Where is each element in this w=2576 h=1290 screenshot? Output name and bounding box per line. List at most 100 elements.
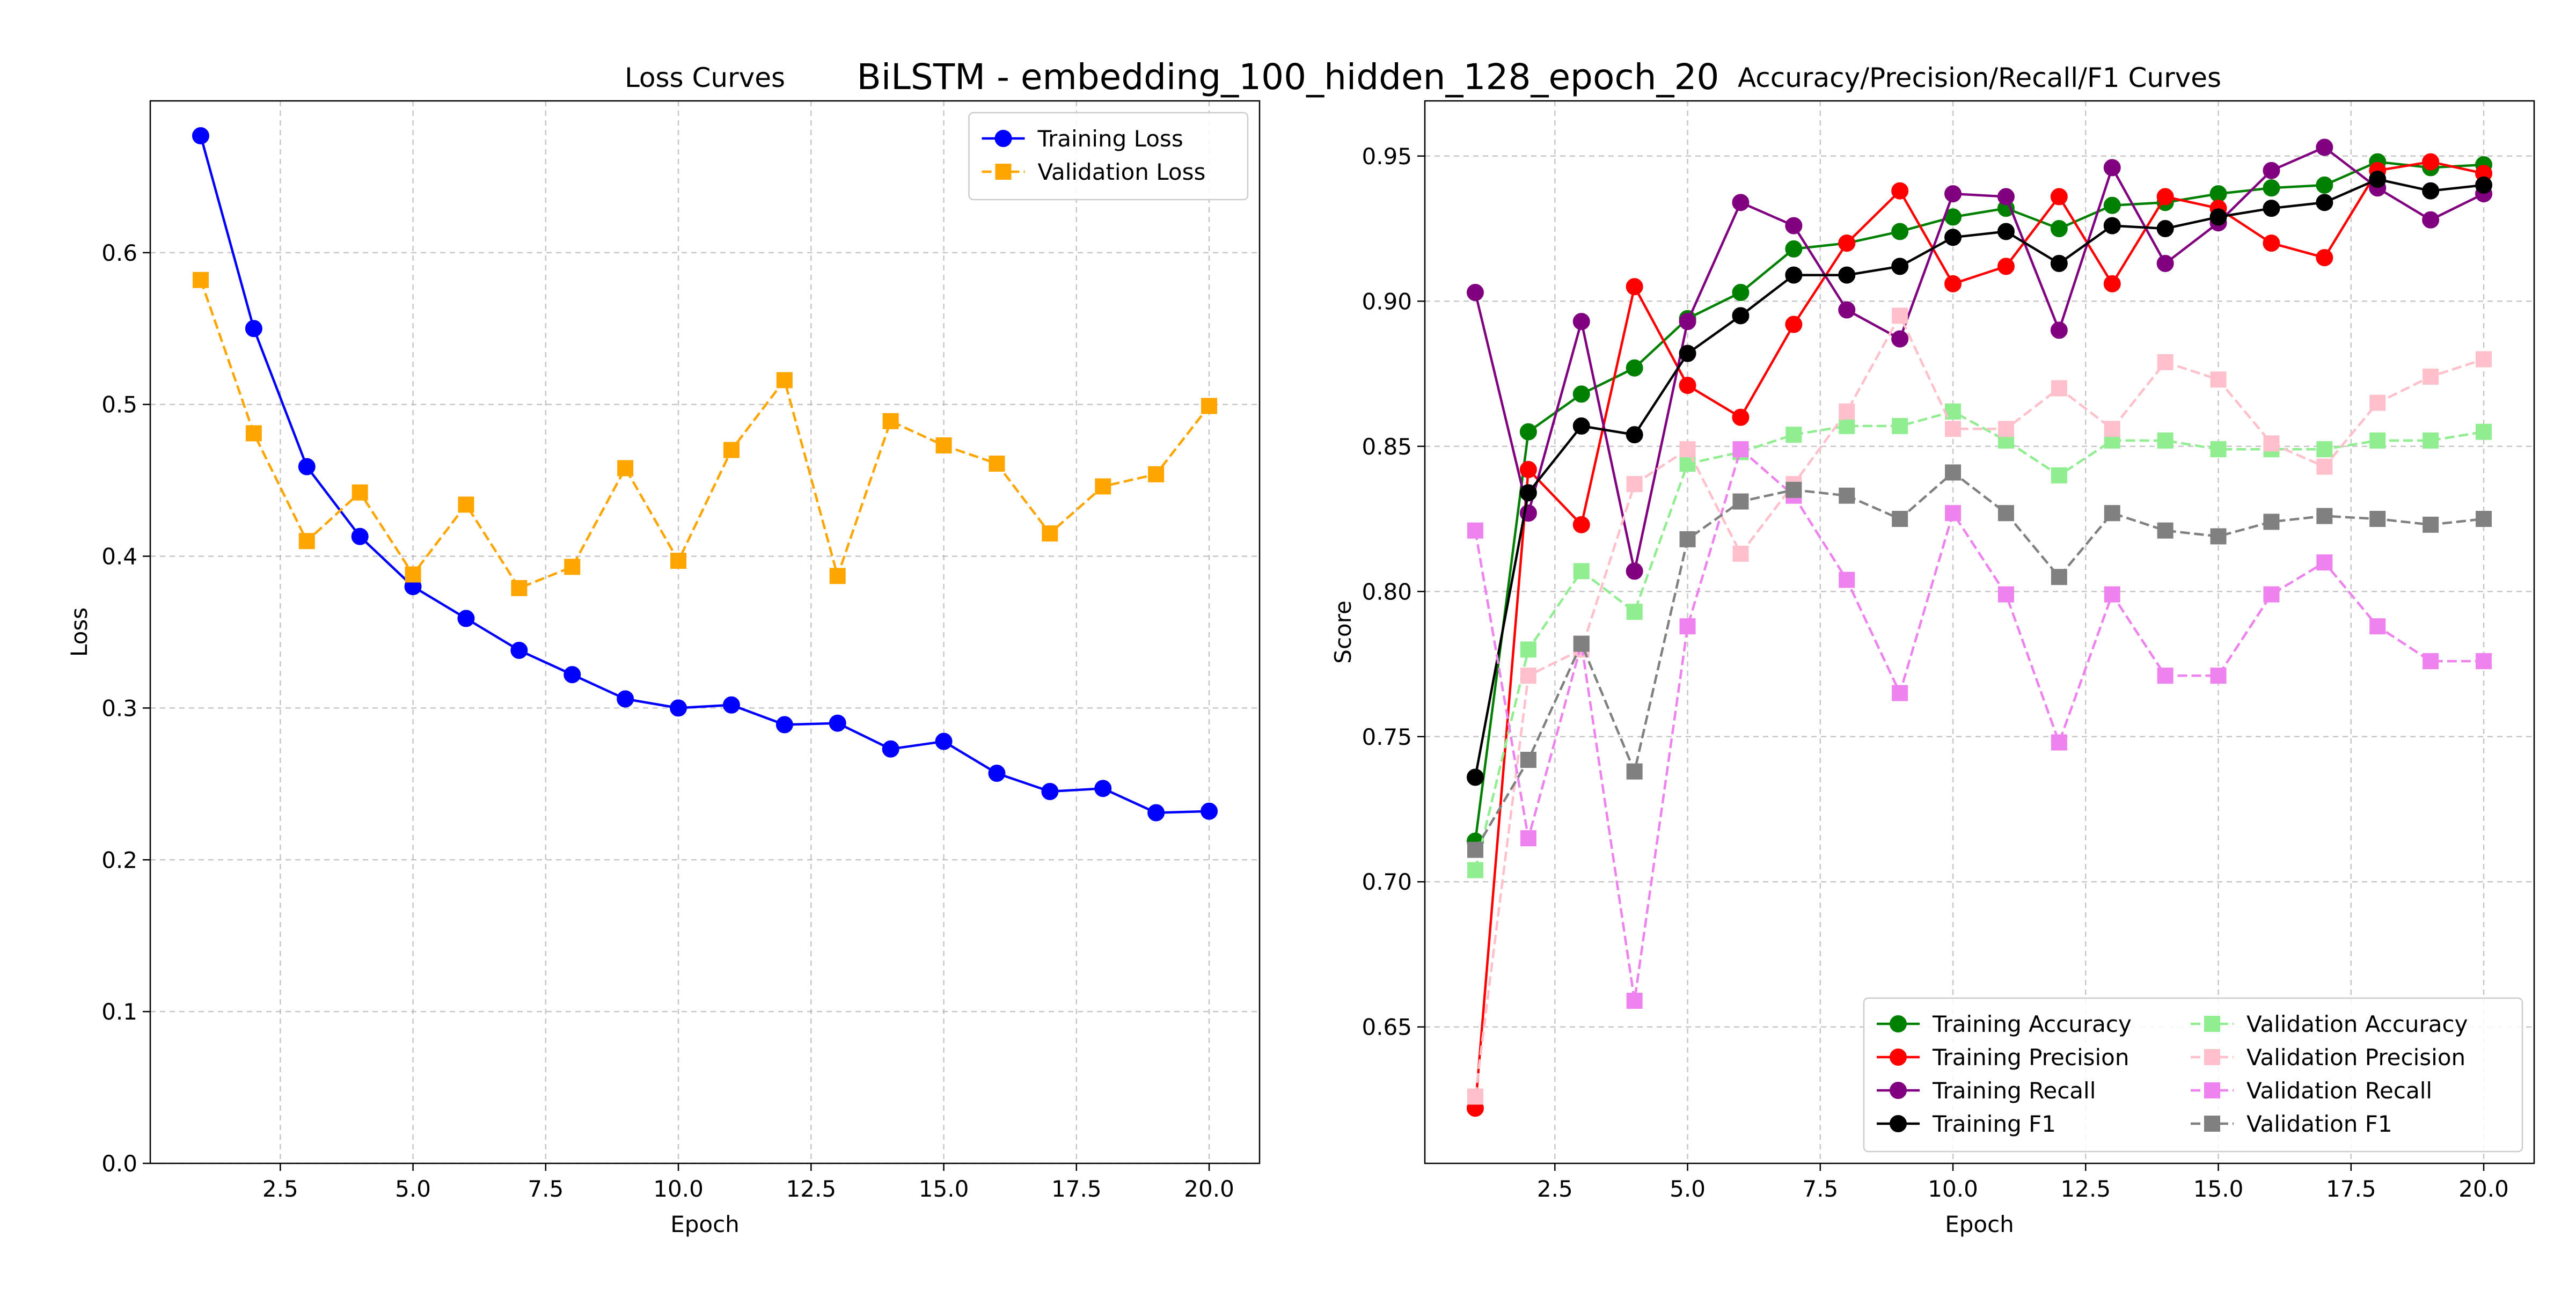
data-point bbox=[1892, 685, 1908, 701]
legend-entry: Validation Accuracy bbox=[2191, 1011, 2468, 1037]
series-line bbox=[1474, 178, 2484, 778]
data-point bbox=[670, 553, 687, 569]
legend-label: Training Recall bbox=[1932, 1078, 2096, 1104]
legend-marker bbox=[1890, 1049, 1907, 1066]
plot-area-metrics bbox=[1466, 138, 2493, 1117]
data-point bbox=[1466, 284, 1484, 302]
legend-marker bbox=[994, 130, 1012, 147]
data-point bbox=[1944, 275, 1962, 292]
data-point bbox=[1997, 258, 2015, 275]
data-point bbox=[1519, 484, 1537, 502]
legend-marker bbox=[1890, 1082, 1907, 1099]
data-point bbox=[245, 425, 262, 442]
data-point bbox=[1041, 783, 1059, 800]
data-point bbox=[2051, 734, 2067, 751]
data-point bbox=[564, 666, 581, 684]
data-point bbox=[2369, 171, 2387, 188]
x-tick-label: 12.5 bbox=[2061, 1176, 2111, 1202]
data-point bbox=[1891, 182, 1909, 200]
legend-marker bbox=[2204, 1016, 2220, 1032]
data-point bbox=[1626, 993, 1643, 1009]
data-point bbox=[2209, 208, 2227, 226]
series-line bbox=[199, 135, 1210, 814]
x-tick-label: 17.5 bbox=[2326, 1176, 2376, 1202]
data-point bbox=[1626, 604, 1643, 620]
x-tick-label: 15.0 bbox=[2193, 1176, 2244, 1202]
data-point bbox=[1891, 258, 1909, 275]
data-point bbox=[2476, 351, 2492, 368]
data-point bbox=[775, 716, 793, 734]
legend-label: Training Precision bbox=[1932, 1044, 2129, 1071]
data-point bbox=[2103, 217, 2121, 234]
series-validation-accuracy bbox=[1467, 403, 2492, 878]
data-point bbox=[1201, 802, 1218, 820]
data-point bbox=[1519, 423, 1537, 441]
data-point bbox=[405, 566, 421, 583]
legend-marker bbox=[2204, 1082, 2220, 1098]
data-point bbox=[245, 320, 262, 338]
legend-label: Validation Accuracy bbox=[2246, 1011, 2468, 1037]
data-point bbox=[2103, 159, 2121, 177]
data-point bbox=[1997, 421, 2014, 437]
y-tick-label: 0.75 bbox=[1362, 724, 1412, 750]
data-point bbox=[192, 272, 209, 288]
chart-loss: 2.5 5.0 7.5 10.0 12.5 15.0 17.5 20.0 0.0 0.1 0.2 0.… bbox=[66, 62, 1261, 1237]
data-point bbox=[2157, 432, 2174, 449]
chart-metrics: 2.5 5.0 7.5 10.0 12.5 15.0 17.5 20.0 0.65 0.70 0.7… bbox=[1330, 62, 2535, 1237]
data-point bbox=[1520, 641, 1536, 658]
y-axis-label: Loss bbox=[66, 607, 92, 657]
data-point bbox=[1838, 234, 1856, 252]
data-point bbox=[2369, 511, 2386, 527]
data-point bbox=[1997, 223, 2015, 240]
data-point bbox=[1520, 668, 1536, 684]
data-point bbox=[1679, 377, 1696, 394]
data-point bbox=[2369, 394, 2386, 411]
series-line bbox=[1474, 146, 2484, 573]
data-point bbox=[1785, 217, 1803, 234]
data-point bbox=[1467, 841, 1483, 858]
data-point bbox=[2209, 185, 2227, 203]
data-point bbox=[2210, 668, 2227, 684]
data-point bbox=[1626, 763, 1643, 780]
data-point bbox=[1945, 464, 1962, 481]
data-point bbox=[1467, 862, 1483, 878]
data-point bbox=[988, 765, 1006, 782]
x-tick-label: 17.5 bbox=[1051, 1176, 1102, 1202]
data-point bbox=[2050, 188, 2068, 206]
x-tick-label: 7.5 bbox=[1802, 1176, 1838, 1202]
data-point bbox=[458, 496, 474, 513]
data-point bbox=[2263, 234, 2280, 252]
series-validation-precision bbox=[1467, 307, 2492, 1105]
data-point bbox=[2156, 254, 2174, 272]
legend-marker bbox=[2204, 1116, 2220, 1132]
x-tick-label: 10.0 bbox=[653, 1176, 704, 1202]
data-point bbox=[564, 559, 581, 575]
data-point bbox=[2263, 179, 2280, 197]
legend-box bbox=[968, 112, 1249, 201]
series-line bbox=[1474, 160, 2484, 1109]
legend-marker bbox=[1890, 1115, 1907, 1132]
y-tick-label: 0.2 bbox=[101, 847, 137, 873]
legend-entry: Training Recall bbox=[1877, 1078, 2096, 1104]
data-point bbox=[1147, 804, 1165, 822]
legend-label: Validation F1 bbox=[2246, 1111, 2392, 1137]
data-point bbox=[2051, 467, 2067, 483]
data-point bbox=[2476, 423, 2492, 440]
data-point bbox=[1626, 278, 1643, 296]
data-point bbox=[2104, 421, 2120, 437]
data-point bbox=[829, 714, 846, 732]
data-point bbox=[1520, 830, 1536, 847]
data-point bbox=[1572, 417, 1590, 435]
data-point bbox=[2210, 441, 2227, 458]
data-point bbox=[1997, 586, 2014, 603]
data-point bbox=[1572, 313, 1590, 331]
series-line bbox=[1474, 448, 2484, 1002]
x-tick-label: 20.0 bbox=[2458, 1176, 2509, 1202]
series-line bbox=[199, 280, 1210, 590]
x-tick-label: 5.0 bbox=[1670, 1176, 1706, 1202]
y-tick-label: 0.0 bbox=[101, 1150, 137, 1177]
data-point bbox=[1839, 487, 1855, 504]
y-tick-label: 0.1 bbox=[101, 999, 137, 1025]
data-point bbox=[1467, 522, 1483, 539]
data-point bbox=[298, 533, 315, 549]
